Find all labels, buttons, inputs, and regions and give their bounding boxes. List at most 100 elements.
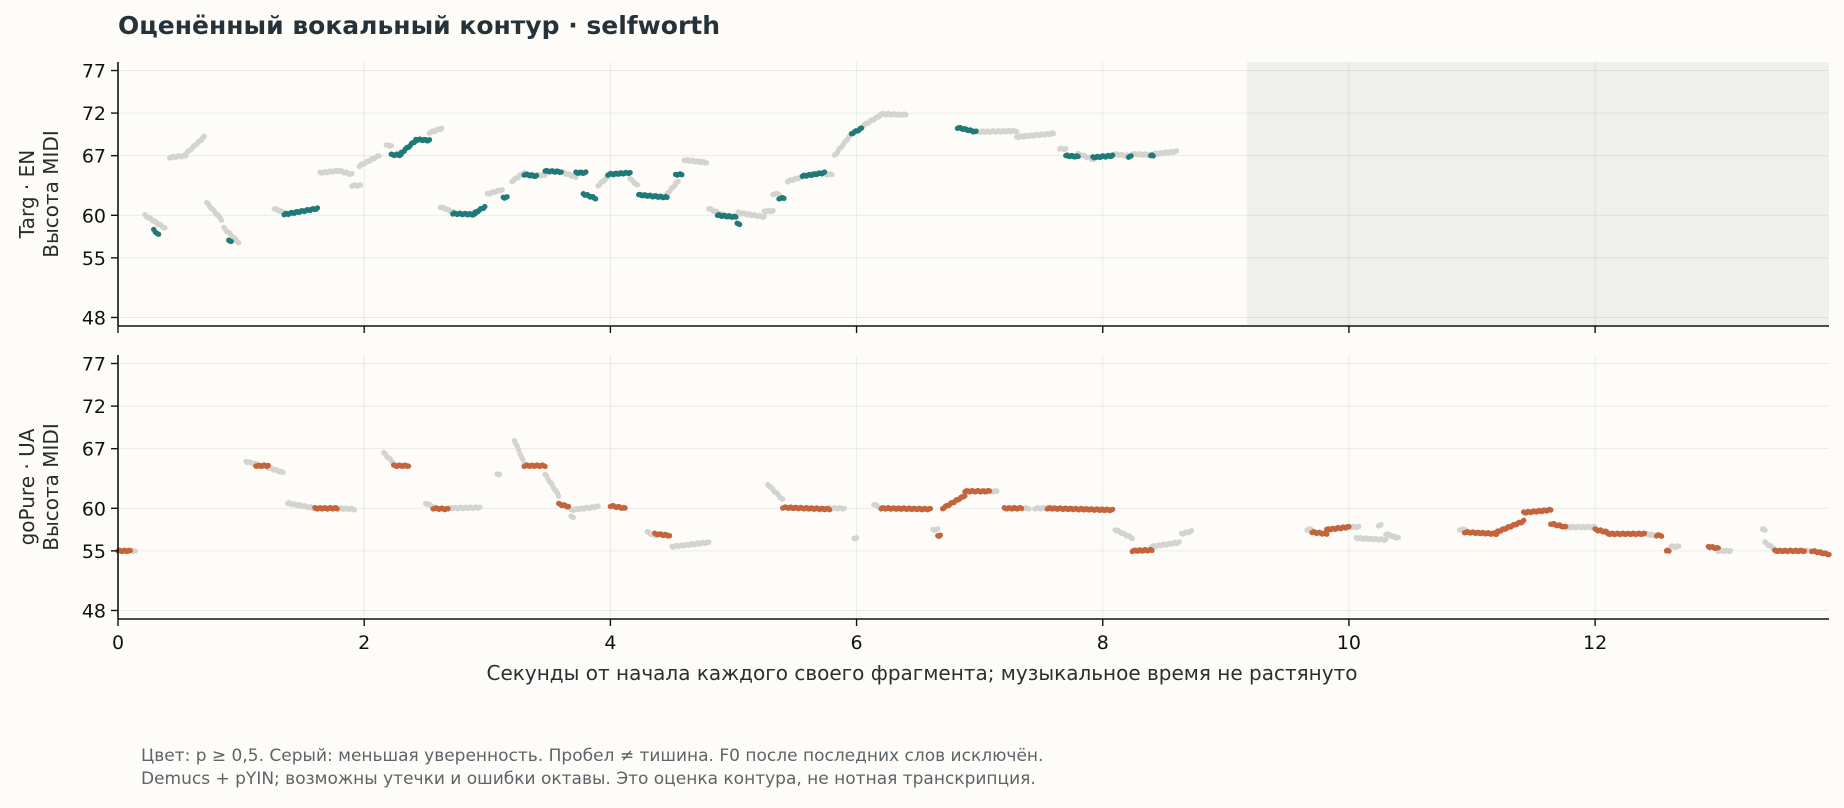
data-point-low-confidence — [542, 172, 548, 178]
y-axis-label-unit: Высота MIDI — [39, 130, 63, 257]
data-point-low-confidence — [706, 539, 712, 545]
data-point-low-confidence — [515, 447, 522, 453]
data-point-confident — [664, 194, 670, 200]
data-point-confident — [733, 214, 739, 220]
x-tick-label: 2 — [358, 632, 370, 654]
data-point-low-confidence — [770, 207, 776, 214]
data-point-low-confidence — [477, 504, 483, 510]
data-point-confident — [1128, 153, 1134, 159]
data-point-low-confidence — [376, 153, 382, 159]
data-point-low-confidence — [703, 160, 710, 166]
data-point-confident — [736, 221, 743, 228]
x-tick-label: 4 — [604, 632, 616, 654]
data-point-low-confidence — [235, 240, 242, 246]
data-point-low-confidence — [1395, 534, 1401, 541]
panel-2: 48 55 60 67 72 77 0 2 4 6 8 10 12 goPure · UA Высота M… — [15, 354, 1832, 654]
y-tick-label: 55 — [82, 541, 106, 563]
data-point-low-confidence — [841, 505, 847, 512]
data-point-low-confidence — [1676, 543, 1682, 549]
y-tick-label: 60 — [82, 205, 106, 227]
y-tick-label: 48 — [82, 600, 106, 622]
data-point-low-confidence — [1176, 539, 1182, 545]
data-point-confident — [826, 507, 833, 513]
data-point-confident — [445, 506, 451, 512]
data-point-confident — [558, 169, 564, 175]
footnote-line-1: Цвет: p ≥ 0,5. Серый: меньшая уверенност… — [141, 746, 1044, 766]
data-point-confident — [583, 169, 589, 175]
data-point-low-confidence — [780, 496, 786, 502]
data-point-confident — [1075, 153, 1081, 160]
data-point-low-confidence — [162, 225, 168, 231]
data-point-low-confidence — [1173, 148, 1180, 154]
data-point-low-confidence — [351, 507, 357, 513]
data-point-confident — [1521, 517, 1527, 524]
data-point-confident — [1826, 551, 1832, 558]
data-point-confident — [426, 137, 433, 143]
excluded-region — [1246, 62, 1829, 326]
data-point-confident — [228, 238, 234, 245]
data-point-confident — [622, 505, 628, 511]
data-point-confident — [1658, 533, 1665, 539]
data-point-low-confidence — [595, 503, 601, 509]
data-point-low-confidence — [761, 213, 767, 220]
data-point-confident — [1324, 531, 1330, 537]
data-point-low-confidence — [556, 493, 562, 499]
data-point-confident — [666, 533, 673, 539]
data-point-low-confidence — [1026, 506, 1032, 512]
footnote-line-2: Demucs + pYIN; возможны утечки и ошибки … — [141, 769, 1036, 789]
data-point-low-confidence — [935, 526, 941, 532]
x-tick-label: 12 — [1583, 632, 1607, 654]
data-point-confident — [155, 231, 162, 237]
data-point-low-confidence — [499, 187, 505, 193]
data-point-low-confidence — [496, 471, 503, 478]
data-point-low-confidence — [1762, 527, 1768, 533]
data-point-low-confidence — [1063, 146, 1069, 152]
data-point-low-confidence — [903, 112, 909, 118]
data-point-confident — [627, 169, 633, 176]
data-point-confident — [405, 463, 412, 469]
data-point-confident — [314, 205, 321, 211]
data-point-confident — [1801, 548, 1808, 554]
data-point-confident — [565, 503, 572, 510]
data-point-low-confidence — [1727, 547, 1734, 554]
y-tick-label: 48 — [82, 307, 106, 329]
data-point-low-confidence — [634, 182, 641, 188]
data-point-confident — [821, 169, 828, 175]
y-tick-label: 60 — [82, 498, 106, 520]
data-point-confident — [1715, 545, 1721, 551]
data-point-confident — [334, 506, 340, 512]
y-axis-label-unit: Высота MIDI — [39, 423, 63, 550]
data-point-confident — [1562, 523, 1569, 530]
x-axis-label: Секунды от начала каждого своего фрагмен… — [486, 661, 1358, 685]
data-point-confident — [1149, 547, 1155, 554]
y-tick-label: 55 — [82, 248, 106, 270]
y-tick-label: 67 — [82, 439, 106, 461]
data-point-confident — [973, 128, 979, 134]
panel-1: 48 55 60 67 72 77 Targ · EN Высота MIDI — [15, 61, 1829, 333]
chart-title: Оценённый вокальный контур · selfworth — [118, 11, 721, 40]
data-point-confident — [1018, 505, 1025, 512]
data-point-confident — [542, 463, 548, 470]
x-tick-label: 8 — [1097, 632, 1109, 654]
data-point-low-confidence — [439, 125, 445, 131]
data-point-low-confidence — [1356, 523, 1362, 530]
data-point-low-confidence — [132, 548, 138, 554]
data-point-confident — [679, 172, 685, 178]
data-point-low-confidence — [218, 217, 225, 223]
data-point-confident — [1548, 507, 1554, 513]
data-point-confident — [858, 125, 865, 131]
data-point-confident — [1641, 530, 1648, 536]
data-point-confident — [504, 194, 510, 200]
data-point-low-confidence — [1129, 536, 1136, 542]
data-point-confident — [986, 488, 993, 494]
x-tick-label: 0 — [112, 632, 124, 654]
data-point-low-confidence — [1188, 527, 1195, 534]
y-axis-label-series: Targ · EN — [15, 150, 39, 239]
data-point-confident — [1109, 152, 1116, 158]
data-point-confident — [1346, 523, 1352, 530]
data-point-low-confidence — [573, 174, 579, 181]
data-point-confident — [1666, 548, 1672, 554]
data-point-low-confidence — [994, 488, 1000, 494]
data-point-confident — [781, 195, 787, 201]
